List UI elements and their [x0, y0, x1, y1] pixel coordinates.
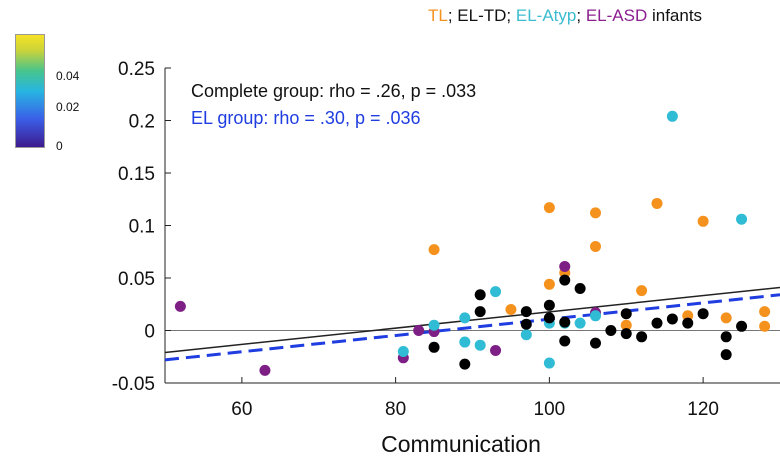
data-point-el-td — [520, 318, 532, 330]
data-point-tl — [720, 312, 732, 324]
x-tick-label: 120 — [687, 399, 719, 420]
title-part-el-asd: EL-ASD — [585, 6, 648, 25]
data-point-el-td — [428, 341, 440, 353]
title-sep-1: ; — [447, 6, 458, 25]
el-group-fit-line — [164, 293, 780, 362]
data-point-el-asd — [559, 260, 571, 272]
data-point-el-atyp — [397, 346, 409, 357]
data-point-tl — [543, 278, 555, 290]
data-point-el-td — [682, 317, 694, 329]
title-part-el-atyp: EL-Atyp — [515, 6, 577, 25]
x-axis-label: Communication — [381, 431, 541, 457]
data-point-el-atyp — [459, 312, 471, 324]
data-point-el-td — [636, 331, 648, 343]
data-point-tl — [620, 319, 632, 331]
y-tick-label: 0.05 — [118, 269, 155, 290]
data-point-el-td — [720, 331, 732, 343]
data-point-el-td — [543, 299, 555, 311]
data-point-el-atyp — [666, 110, 678, 122]
data-point-el-atyp — [428, 319, 440, 331]
data-point-el-td — [605, 325, 617, 336]
data-point-el-atyp — [474, 339, 486, 351]
colorbar — [15, 34, 45, 148]
x-tick-label: 100 — [534, 399, 566, 420]
data-point-el-td — [590, 337, 601, 349]
data-point-el-atyp — [736, 213, 748, 225]
data-point-el-td — [651, 317, 663, 329]
data-point-el-td — [474, 306, 486, 318]
data-point-tl — [428, 244, 440, 256]
data-point-el-td — [559, 316, 571, 328]
data-point-el-td — [620, 328, 632, 340]
data-point-tl — [590, 207, 601, 219]
data-point-el-td — [474, 289, 486, 301]
y-tick-label: -0.05 — [112, 374, 155, 395]
data-point-tl — [759, 320, 771, 332]
data-point-el-td — [543, 312, 555, 324]
title-sep-2: ; — [506, 6, 516, 25]
data-point-el-td — [520, 306, 532, 318]
data-point-el-td — [620, 308, 632, 320]
data-point-tl — [590, 241, 601, 252]
title-part-infants: infants — [647, 6, 703, 25]
data-point-el-td — [574, 283, 586, 294]
data-point-tl — [697, 215, 709, 227]
title-sep-3: ; — [576, 6, 586, 25]
y-tick-label: 0 — [144, 322, 155, 343]
data-point-el-td — [559, 335, 571, 347]
data-point-el-asd — [259, 364, 271, 376]
data-point-el-atyp — [490, 286, 502, 298]
data-point-el-atyp — [590, 310, 601, 322]
data-point-el-td — [697, 308, 709, 320]
data-point-el-td — [736, 320, 748, 332]
data-point-el-td — [666, 313, 678, 325]
colorbar-tick: 0.02 — [56, 100, 80, 114]
x-tick-label: 60 — [231, 399, 252, 420]
data-point-tl — [543, 202, 555, 214]
data-point-tl — [636, 285, 648, 297]
data-point-el-td — [559, 274, 571, 286]
x-tick-label: 80 — [385, 399, 406, 420]
data-point-el-td — [720, 349, 732, 361]
data-point-el-atyp — [543, 357, 555, 369]
title-part-el-td: EL-TD — [457, 6, 507, 25]
data-point-el-asd — [413, 325, 425, 336]
data-point-tl — [505, 304, 517, 315]
y-tick-label: 0.15 — [118, 164, 155, 185]
title-part-tl: TL — [428, 6, 448, 25]
el-group-annotation: EL group: rho = .30, p = .036 — [191, 108, 421, 128]
data-point-el-atyp — [520, 329, 532, 341]
data-point-tl — [759, 306, 771, 318]
data-point-el-atyp — [574, 317, 586, 329]
data-point-el-atyp — [459, 336, 471, 348]
data-point-tl — [651, 197, 663, 209]
colorbar-tick: 0 — [56, 139, 63, 153]
y-tick-label: 0.2 — [129, 112, 155, 133]
complete-group-fit-line — [164, 286, 780, 354]
colorbar-tick: 0.04 — [56, 69, 80, 83]
y-tick-label: 0.25 — [118, 59, 155, 80]
data-point-el-asd — [490, 344, 502, 356]
data-point-el-td — [459, 358, 471, 370]
data-point-el-asd — [174, 300, 186, 312]
complete-group-annotation: Complete group: rho = .26, p = .033 — [191, 81, 476, 101]
chart-title: TL; EL-TD; EL-Atyp; EL-ASD infants — [428, 6, 702, 26]
y-tick-label: 0.1 — [129, 217, 155, 238]
